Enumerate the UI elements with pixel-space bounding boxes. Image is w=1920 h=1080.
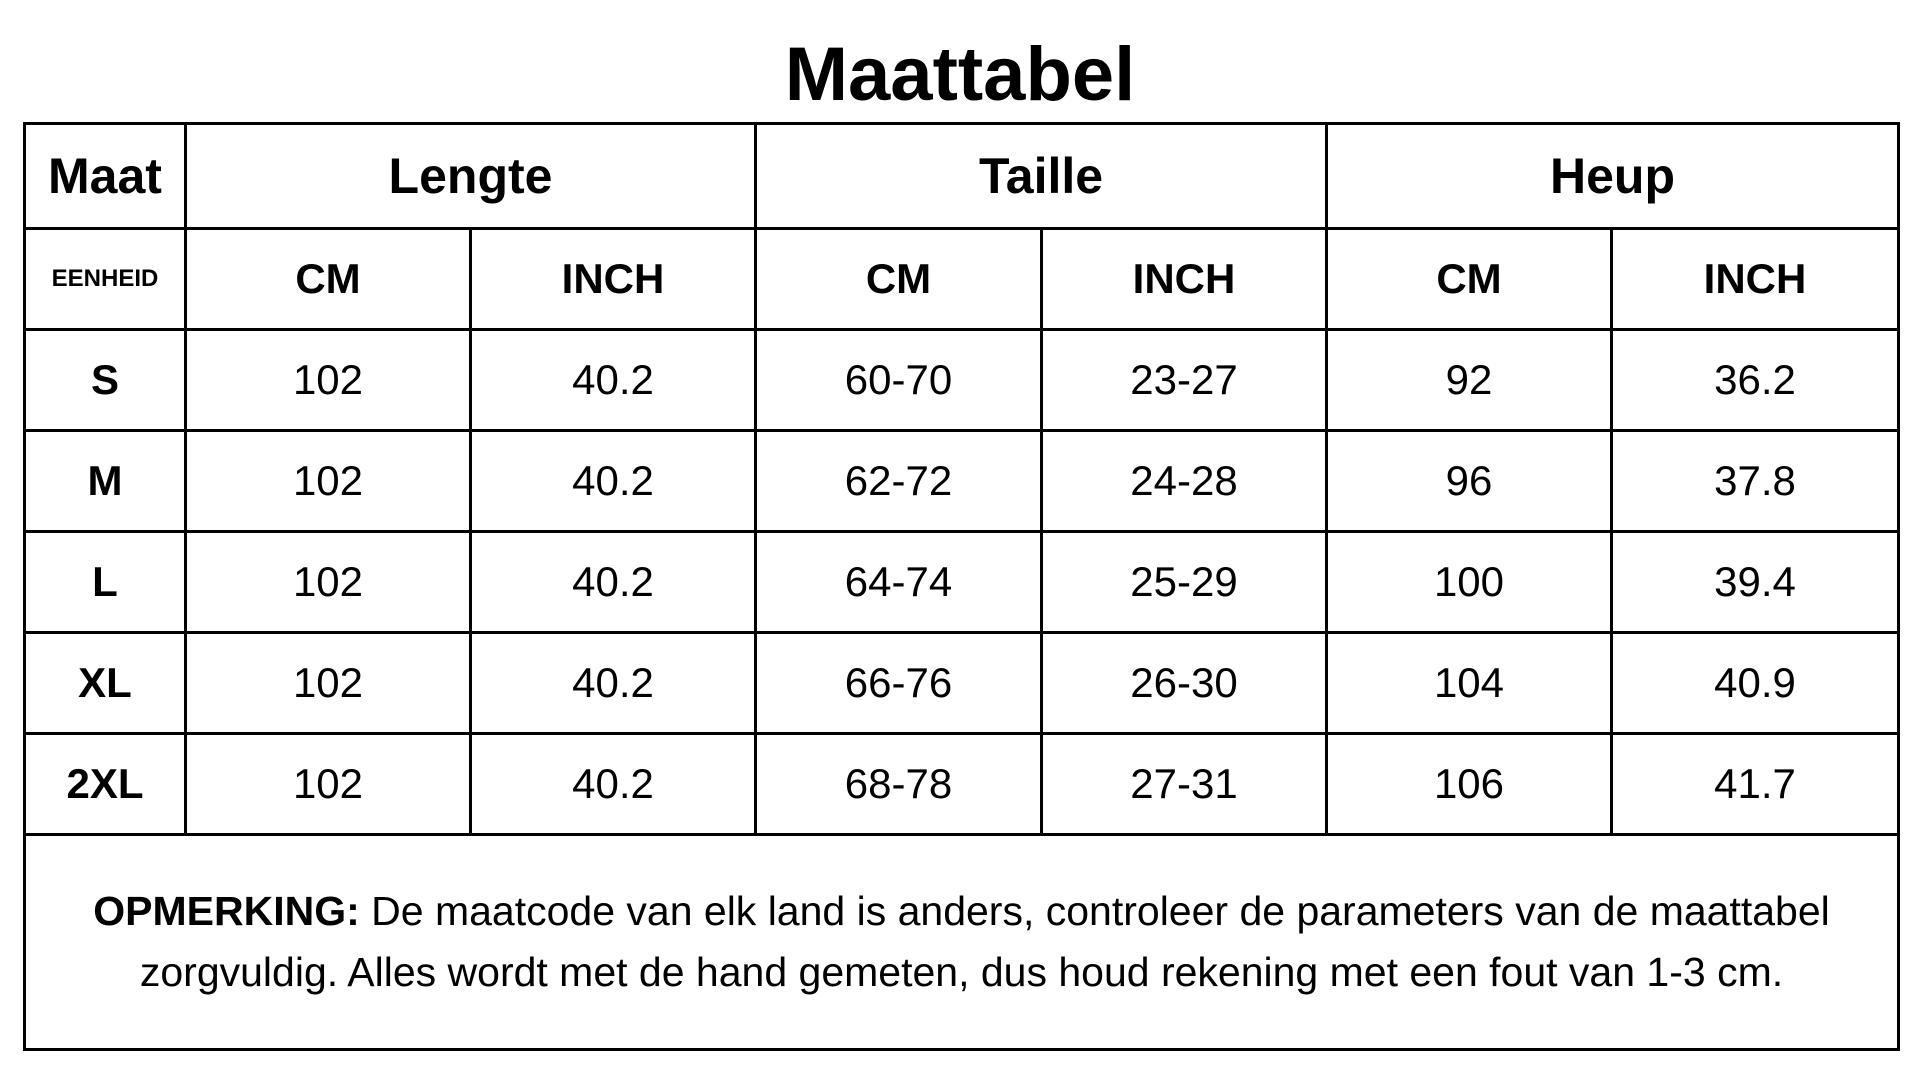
value-cell: 41.7	[1610, 732, 1900, 836]
value-cell: 40.2	[469, 530, 757, 634]
table-row: L 102 40.2 64-74 25-29 100 39.4	[23, 530, 1900, 634]
size-cell: 2XL	[23, 732, 187, 836]
unit-header: INCH	[1040, 227, 1328, 331]
table-row: M 102 40.2 62-72 24-28 96 37.8	[23, 429, 1900, 533]
table-row: 2XL 102 40.2 68-78 27-31 106 41.7	[23, 732, 1900, 836]
value-cell: 40.2	[469, 328, 757, 432]
value-cell: 26-30	[1040, 631, 1328, 735]
table-row: XL 102 40.2 66-76 26-30 104 40.9	[23, 631, 1900, 735]
value-cell: 92	[1325, 328, 1613, 432]
value-cell: 64-74	[754, 530, 1043, 634]
value-cell: 40.2	[469, 732, 757, 836]
value-cell: 68-78	[754, 732, 1043, 836]
value-cell: 104	[1325, 631, 1613, 735]
value-cell: 66-76	[754, 631, 1043, 735]
value-cell: 96	[1325, 429, 1613, 533]
table-row: S 102 40.2 60-70 23-27 92 36.2	[23, 328, 1900, 432]
size-cell: S	[23, 328, 187, 432]
value-cell: 102	[184, 328, 472, 432]
unit-header: INCH	[469, 227, 757, 331]
value-cell: 62-72	[754, 429, 1043, 533]
note-text: De maatcode van elk land is anders, cont…	[139, 888, 1830, 995]
page-title: Maattabel	[784, 32, 1136, 117]
value-cell: 102	[184, 732, 472, 836]
value-cell: 102	[184, 530, 472, 634]
unit-header: INCH	[1610, 227, 1900, 331]
unit-header: CM	[1325, 227, 1613, 331]
note-row: OPMERKING: De maatcode van elk land is a…	[23, 833, 1900, 1051]
unit-header: CM	[184, 227, 472, 331]
value-cell: 37.8	[1610, 429, 1900, 533]
group-header-waist: Taille	[754, 122, 1328, 230]
header-row: Maat Lengte Taille Heup	[23, 122, 1900, 230]
value-cell: 27-31	[1040, 732, 1328, 836]
value-cell: 40.2	[469, 631, 757, 735]
value-cell: 40.9	[1610, 631, 1900, 735]
value-cell: 106	[1325, 732, 1613, 836]
value-cell: 60-70	[754, 328, 1043, 432]
note-cell: OPMERKING: De maatcode van elk land is a…	[23, 833, 1900, 1051]
group-header-length: Lengte	[184, 122, 757, 230]
value-cell: 102	[184, 631, 472, 735]
unit-row: EENHEID CM INCH CM INCH CM INCH	[23, 227, 1900, 331]
value-cell: 25-29	[1040, 530, 1328, 634]
size-cell: M	[23, 429, 187, 533]
unit-label: EENHEID	[23, 227, 187, 331]
note-label: OPMERKING:	[93, 888, 360, 934]
size-table: Maat Lengte Taille Heup EENHEID CM INCH …	[23, 122, 1900, 1051]
value-cell: 100	[1325, 530, 1613, 634]
value-cell: 36.2	[1610, 328, 1900, 432]
size-cell: XL	[23, 631, 187, 735]
value-cell: 24-28	[1040, 429, 1328, 533]
value-cell: 39.4	[1610, 530, 1900, 634]
value-cell: 102	[184, 429, 472, 533]
size-cell: L	[23, 530, 187, 634]
group-header-hip: Heup	[1325, 122, 1900, 230]
value-cell: 23-27	[1040, 328, 1328, 432]
size-header: Maat	[23, 122, 187, 230]
value-cell: 40.2	[469, 429, 757, 533]
unit-header: CM	[754, 227, 1043, 331]
